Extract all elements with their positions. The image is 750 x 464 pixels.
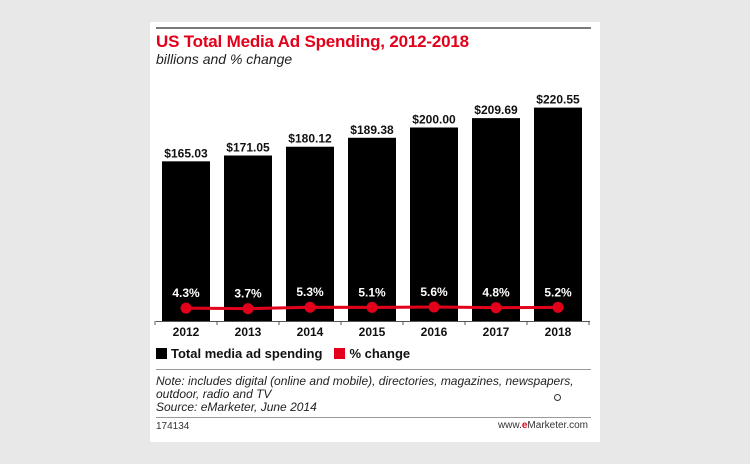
brand-url[interactable]: www.eMarketer.com — [498, 420, 588, 431]
brand-suffix: Marketer.com — [527, 420, 588, 431]
chart-svg: $165.03 $171.05 $180.12 $189.38 $200.00 $209.… — [154, 93, 590, 339]
bar-value-label-2018: $220.55 — [536, 93, 580, 107]
note-text: Note: includes digital (online and mobil… — [156, 374, 574, 401]
chart-note: Note: includes digital (online and mobil… — [156, 375, 576, 414]
category-label-2014: 2014 — [297, 325, 324, 339]
change-point-2015 — [366, 301, 378, 313]
category-label-2016: 2016 — [421, 325, 448, 339]
change-label-2014: 5.3% — [296, 285, 324, 299]
bar-2015 — [348, 137, 396, 321]
chart-id: 174134 — [156, 421, 190, 432]
change-label-2013: 3.7% — [234, 287, 262, 301]
change-label-2015: 5.1% — [358, 285, 386, 299]
chart-subtitle: billions and % change — [156, 51, 293, 67]
chart-title: US Total Media Ad Spending, 2012-2018 — [156, 32, 469, 51]
legend-label-change: % change — [349, 346, 411, 361]
category-label-2012: 2012 — [173, 325, 200, 339]
legend-swatch-change — [334, 348, 346, 359]
change-label-2018: 5.2% — [544, 285, 572, 299]
bar-2017 — [472, 118, 520, 321]
source-text: Source: eMarketer, June 2014 — [156, 400, 317, 414]
category-label-2017: 2017 — [483, 325, 510, 339]
legend: Total media ad spending % change — [156, 346, 422, 361]
change-label-2017: 4.8% — [482, 286, 510, 300]
bar-value-label-2016: $200.00 — [412, 113, 456, 127]
bar-value-label-2013: $171.05 — [226, 141, 270, 155]
brand-prefix: www. — [497, 420, 522, 431]
category-label-2018: 2018 — [545, 325, 572, 339]
bar-value-label-2014: $180.12 — [288, 132, 332, 146]
legend-swatch-spending — [156, 348, 167, 359]
mouse-cursor-icon — [554, 394, 561, 401]
note-divider — [156, 369, 591, 370]
legend-entry-spending: Total media ad spending — [156, 346, 322, 361]
change-point-2012 — [180, 302, 192, 314]
change-point-2017 — [490, 302, 502, 314]
brand-mark: e — [521, 420, 528, 431]
bar-2012 — [162, 161, 210, 321]
change-point-2014 — [304, 301, 316, 313]
legend-label-spending: Total media ad spending — [171, 346, 323, 361]
bar-2016 — [410, 127, 458, 321]
change-point-2018 — [552, 301, 564, 313]
bar-2014 — [286, 146, 334, 321]
bar-2013 — [224, 155, 272, 321]
bar-value-label-2017: $209.69 — [474, 103, 518, 117]
bar-2018 — [534, 107, 582, 321]
legend-entry-change: % change — [334, 346, 410, 361]
change-label-2012: 4.3% — [172, 286, 200, 300]
bar-value-label-2012: $165.03 — [164, 146, 208, 160]
change-point-2013 — [242, 303, 254, 315]
category-label-2013: 2013 — [235, 325, 262, 339]
change-point-2016 — [428, 301, 440, 313]
change-label-2016: 5.6% — [420, 285, 448, 299]
top-rule — [156, 27, 591, 29]
bar-value-label-2015: $189.38 — [350, 123, 394, 137]
category-label-2015: 2015 — [359, 325, 386, 339]
chart-card: US Total Media Ad Spending, 2012-2018 bi… — [150, 22, 600, 442]
footer-divider — [156, 417, 591, 418]
